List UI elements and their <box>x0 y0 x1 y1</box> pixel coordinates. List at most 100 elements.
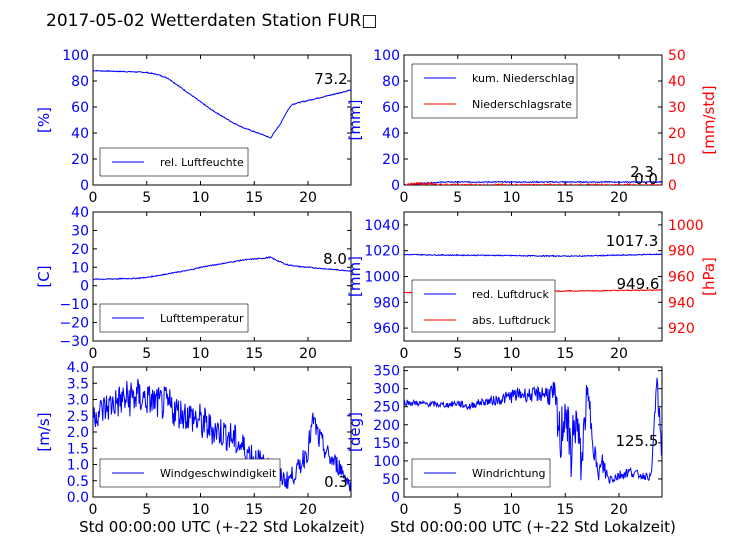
y-tick-label: 100 <box>373 48 400 64</box>
chart-panel: 0 5 10 15 20 0.00.51.01.52.02.53.03.54.0 [m/s]… <box>35 360 352 518</box>
last-value-label: 2.3 <box>630 163 654 181</box>
legend-label: abs. Luftdruck <box>472 314 551 327</box>
y-tick-label: 250 <box>373 400 400 416</box>
x-tick-label: 5 <box>453 346 462 362</box>
y-tick-label: 960 <box>373 321 400 337</box>
y-tick-label: 0 <box>80 178 89 194</box>
x-tick-label: 15 <box>556 190 574 206</box>
legend-label: Niederschlagsrate <box>472 98 572 111</box>
legend-label: rel. Luftfeuchte <box>160 156 244 169</box>
series-line <box>404 180 662 185</box>
y-axis-label: [mm] <box>346 256 364 297</box>
last-value-label: 8.0 <box>323 250 347 268</box>
y-tick-label: 80 <box>382 74 400 90</box>
x-tick-label: 15 <box>245 190 263 206</box>
y-tick-label: 2.0 <box>67 425 89 441</box>
x-tick-label: 5 <box>453 502 462 518</box>
x-tick-label: 10 <box>503 346 521 362</box>
y-tick-label: 20 <box>71 152 89 168</box>
y-axis-label: [m/s] <box>35 412 53 451</box>
legend-box <box>411 279 556 333</box>
y-right-tick-label: 960 <box>668 270 695 286</box>
y-tick-label: 150 <box>373 436 400 452</box>
y-tick-label: 3.5 <box>67 376 89 392</box>
y-tick-label: 100 <box>373 454 400 470</box>
y-tick-label: 0 <box>391 178 400 194</box>
last-value-label: 73.2 <box>314 70 347 88</box>
series-line <box>404 253 662 258</box>
x-tick-label: 0 <box>89 190 98 206</box>
x-tick-label: 20 <box>610 346 628 362</box>
x-tick-label: 0 <box>400 502 409 518</box>
x-tick-label: 5 <box>142 190 151 206</box>
x-tick-label: 0 <box>400 346 409 362</box>
y-right-tick-label: 1000 <box>668 218 704 234</box>
chart-panel: 0 5 10 15 20 0 20 40 60 80 100 [%] rel. Luftfeuchte 7… <box>35 48 352 206</box>
y-tick-label: 20 <box>382 152 400 168</box>
y-axis-label: [C] <box>35 265 53 287</box>
y-right-tick-label: 980 <box>668 244 695 260</box>
x-tick-label: 0 <box>89 346 98 362</box>
y-right-tick-label: 20 <box>668 126 686 142</box>
y-tick-label: 100 <box>62 48 89 64</box>
y-tick-label: 1000 <box>364 270 400 286</box>
y-right-tick-label: 0 <box>668 178 677 194</box>
figure-title: 2017-05-02 Wetterdaten Station FUR□ <box>46 11 377 31</box>
x-tick-label: 15 <box>245 346 263 362</box>
y-tick-label: 0.5 <box>67 474 89 490</box>
x-tick-label: 10 <box>503 502 521 518</box>
y-tick-label: 40 <box>71 126 89 142</box>
y-tick-label: 350 <box>373 364 400 380</box>
y-tick-label: 30 <box>71 223 89 239</box>
x-tick-label: 15 <box>556 346 574 362</box>
legend-label: Windgeschwindigkeit <box>160 467 277 480</box>
last-value-label-right: 0.0 <box>634 170 658 188</box>
chart-panel: 0 5 10 15 20 −30 −20 −10 0 10 20 30 40 [C] Lufttempera… <box>35 205 352 362</box>
last-value-label: 0.3 <box>324 473 348 491</box>
y-tick-label: 1040 <box>364 218 400 234</box>
x-axis-label-right: Std 00:00:00 UTC (+-22 Std Lokalzeit) <box>390 518 676 536</box>
legend-box <box>99 458 281 488</box>
x-tick-label: 20 <box>299 190 317 206</box>
y-tick-label: 0 <box>391 490 400 506</box>
y-tick-label: 80 <box>71 74 89 90</box>
x-tick-label: 10 <box>503 190 521 206</box>
series-line <box>404 377 662 484</box>
x-tick-label: 20 <box>299 502 317 518</box>
chart-panel: 0 5 10 15 20050100150200250300350[deg]Windri… <box>346 364 663 518</box>
last-value-label: 1017.3 <box>606 232 659 250</box>
y-axis-label: [deg] <box>346 412 364 452</box>
y-right-tick-label: 10 <box>668 152 686 168</box>
y-tick-label: 10 <box>71 260 89 276</box>
series-line <box>93 69 351 139</box>
legend-label: Lufttemperatur <box>160 312 244 325</box>
y-right-axis-label: [mm/std] <box>700 85 718 154</box>
x-tick-label: 15 <box>245 502 263 518</box>
x-tick-label: 0 <box>400 190 409 206</box>
series-line <box>93 256 351 281</box>
legend-label: Windrichtung <box>472 467 545 480</box>
series-line <box>404 181 662 185</box>
y-tick-label: 300 <box>373 382 400 398</box>
legend-box <box>99 147 249 177</box>
y-tick-label: 200 <box>373 418 400 434</box>
y-right-tick-label: 920 <box>668 321 695 337</box>
y-tick-label: 60 <box>382 100 400 116</box>
y-right-axis-label: [hPa] <box>700 257 718 296</box>
legend-label: kum. Niederschlag <box>472 72 575 85</box>
y-tick-label: 0.0 <box>67 490 89 506</box>
last-value-label-right: 949.6 <box>617 275 660 293</box>
y-tick-label: 1020 <box>364 244 400 260</box>
y-tick-label: −20 <box>59 316 89 332</box>
x-tick-label: 20 <box>610 190 628 206</box>
legend-label: red. Luftdruck <box>472 288 549 301</box>
x-tick-label: 10 <box>192 190 210 206</box>
x-axis-label-left: Std 00:00:00 UTC (+-22 Std Lokalzeit) <box>79 518 365 536</box>
x-tick-label: 5 <box>142 502 151 518</box>
y-axis-label: [%] <box>35 107 53 133</box>
y-tick-label: 0 <box>80 279 89 295</box>
y-right-tick-label: 940 <box>668 295 695 311</box>
x-tick-label: 10 <box>192 502 210 518</box>
y-tick-label: −30 <box>59 334 89 350</box>
